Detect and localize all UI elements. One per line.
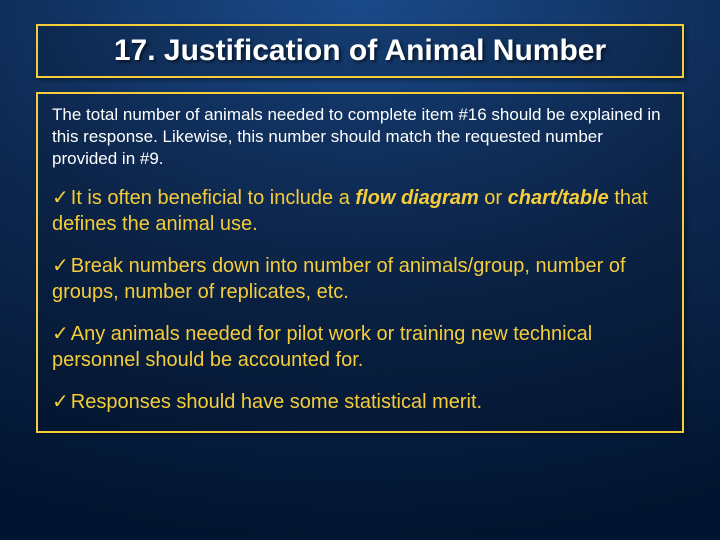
- bullet-text: or: [479, 187, 508, 209]
- bullet-text: It is often beneficial to include a: [71, 187, 356, 209]
- body-box: The total number of animals needed to co…: [36, 92, 684, 433]
- bullet-text: Responses should have some statistical m…: [71, 391, 482, 413]
- bullet-1: ✓It is often beneficial to include a flo…: [52, 185, 668, 237]
- check-icon: ✓: [52, 255, 69, 277]
- bullet-text: Any animals needed for pilot work or tra…: [52, 323, 592, 371]
- check-icon: ✓: [52, 323, 69, 345]
- bullet-emphasis: chart/table: [508, 187, 609, 209]
- bullet-emphasis: flow diagram: [355, 187, 478, 209]
- slide: 17. Justification of Animal Number The t…: [0, 0, 720, 540]
- bullet-4: ✓Responses should have some statistical …: [52, 389, 668, 415]
- bullet-2: ✓Break numbers down into number of anima…: [52, 253, 668, 305]
- check-icon: ✓: [52, 391, 69, 413]
- title-box: 17. Justification of Animal Number: [36, 24, 684, 78]
- bullet-text: Break numbers down into number of animal…: [52, 255, 626, 303]
- slide-title: 17. Justification of Animal Number: [50, 34, 670, 68]
- intro-paragraph: The total number of animals needed to co…: [52, 104, 668, 169]
- check-icon: ✓: [52, 187, 69, 209]
- bullet-3: ✓Any animals needed for pilot work or tr…: [52, 321, 668, 373]
